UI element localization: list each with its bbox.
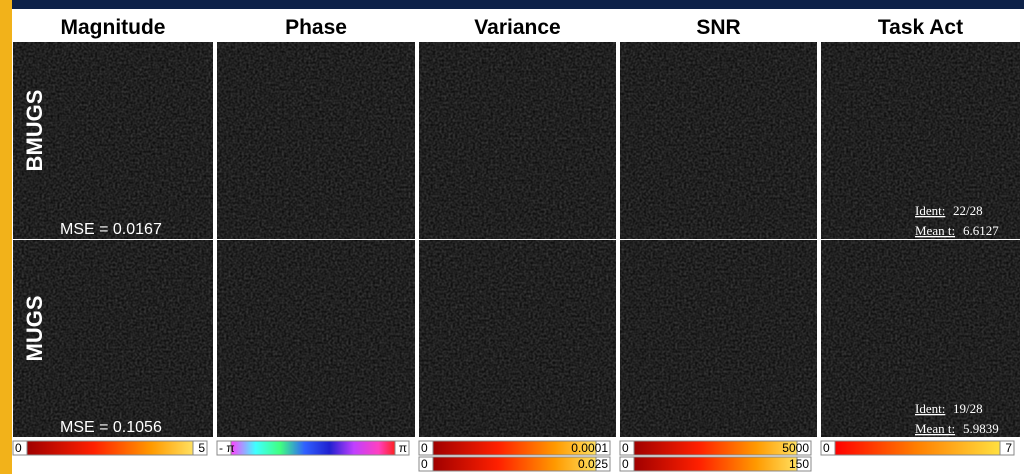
colorbar-label-box	[595, 440, 611, 456]
column-header: SNR	[696, 16, 740, 39]
colorbar-max: 7	[1005, 441, 1012, 455]
colorbar-max: 5	[198, 441, 205, 455]
mean-label: Mean t:	[915, 421, 955, 436]
column-header: Variance	[474, 16, 560, 39]
colorbar-max: 150	[789, 457, 809, 471]
colorbar	[432, 456, 597, 472]
image-noise	[419, 42, 616, 239]
image-noise	[13, 240, 213, 437]
mean-value: 6.6127	[963, 223, 999, 238]
image-noise	[620, 42, 817, 239]
mean-label: Mean t:	[915, 223, 955, 238]
colorbar-min: - π	[219, 441, 235, 455]
colorbar-label-box	[394, 440, 410, 456]
colorbar	[633, 456, 798, 472]
colorbar-label-box	[999, 440, 1015, 456]
colorbar-max: 0.025	[578, 457, 608, 471]
image-noise	[821, 240, 1020, 437]
side-bar	[0, 0, 12, 474]
column-header: Task Act	[878, 16, 963, 39]
colorbar-min: 0	[823, 441, 830, 455]
colorbar-max: 0.0001	[571, 441, 608, 455]
colorbar-min: 0	[421, 441, 428, 455]
ident-label: Ident:	[915, 203, 945, 218]
mse-label: MSE = 0.1056	[60, 419, 162, 436]
colorbar-min: 0	[622, 441, 629, 455]
colorbar-label-box	[595, 456, 611, 472]
image-noise	[217, 240, 415, 437]
colorbar	[230, 440, 396, 456]
ident-value: 22/28	[953, 203, 983, 218]
colorbar-label-box	[796, 440, 812, 456]
image-noise	[13, 42, 213, 239]
image-noise	[821, 42, 1020, 239]
colorbar-label-box	[796, 456, 812, 472]
colorbar-max: 5000	[782, 441, 809, 455]
image-noise	[419, 240, 616, 437]
colorbar	[633, 440, 798, 456]
column-header: Magnitude	[61, 16, 166, 39]
image-noise	[620, 240, 817, 437]
colorbar-label-box	[192, 440, 208, 456]
colorbar-min: 0	[15, 441, 22, 455]
column-header: Phase	[285, 16, 347, 39]
row-label: MUGS	[22, 296, 47, 362]
mean-value: 5.9839	[963, 421, 999, 436]
mse-label: MSE = 0.0167	[60, 221, 162, 238]
top-bar	[0, 0, 1024, 9]
colorbar	[834, 440, 1001, 456]
ident-label: Ident:	[915, 401, 945, 416]
colorbar-max: π	[399, 441, 407, 455]
colorbar-min: 0	[421, 457, 428, 471]
image-noise	[217, 42, 415, 239]
ident-value: 19/28	[953, 401, 983, 416]
colorbar-min: 0	[622, 457, 629, 471]
colorbar	[26, 440, 194, 456]
row-label: BMUGS	[22, 90, 47, 172]
